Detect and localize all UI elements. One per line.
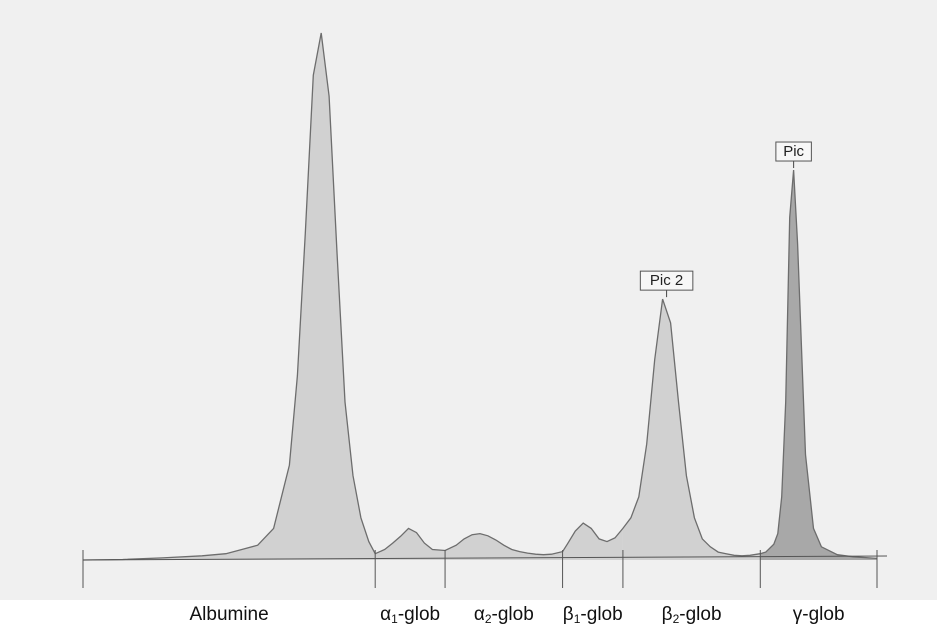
fraction-area-alpha2 xyxy=(445,533,563,560)
peak-annotation-box xyxy=(775,141,812,162)
electrophoresis-chart: Pic 2 Pic xyxy=(82,32,888,588)
fraction-label-text: -glob xyxy=(491,604,534,625)
fraction-label-alpha2: α2-glob xyxy=(474,604,534,626)
fraction-area-alpha1 xyxy=(375,528,446,560)
fraction-label-albumine: Albumine xyxy=(189,604,268,626)
fraction-label-subscript: 1 xyxy=(391,612,398,626)
fraction-label-greek: α xyxy=(473,604,485,625)
peak-annotation: Pic 2 xyxy=(639,270,694,298)
fraction-area-albumine xyxy=(83,33,376,560)
fraction-label-subscript: 1 xyxy=(573,612,581,626)
fraction-label-gamma: γ-glob xyxy=(793,604,845,626)
peak-annotation-box xyxy=(639,270,694,291)
fraction-label-beta2: β2-glob xyxy=(662,604,722,626)
fraction-label-text: -glob xyxy=(580,604,623,625)
fraction-area-beta1 xyxy=(562,523,623,560)
baseline-axis xyxy=(82,555,888,561)
fraction-label-subscript: 2 xyxy=(484,612,492,626)
fraction-label-text: Albumine xyxy=(189,604,269,625)
fraction-label-greek: β xyxy=(562,604,574,625)
fraction-label-greek: β xyxy=(661,604,673,625)
fraction-label-text: -glob xyxy=(679,604,722,625)
fraction-area-beta2 xyxy=(622,299,761,560)
fraction-label-alpha1: α1-glob xyxy=(380,604,440,626)
fraction-label-beta1: β1-glob xyxy=(563,604,623,626)
fraction-label-text: -glob xyxy=(802,604,845,625)
peak-annotation: Pic xyxy=(775,141,812,169)
fraction-label-greek: γ xyxy=(792,604,803,625)
peak-annotation-label: Pic 2 xyxy=(650,272,683,289)
fraction-label-greek: α xyxy=(380,604,392,625)
densitometry-curve xyxy=(82,32,878,561)
peak-annotation-label: Pic xyxy=(783,143,804,160)
fraction-label-subscript: 2 xyxy=(672,612,680,626)
fraction-labels: Albumine α1-glob α2-glob β1-glob β2-glob γ-gl… xyxy=(0,604,937,634)
fraction-area-gamma xyxy=(760,170,877,560)
fraction-label-text: -glob xyxy=(397,604,441,625)
